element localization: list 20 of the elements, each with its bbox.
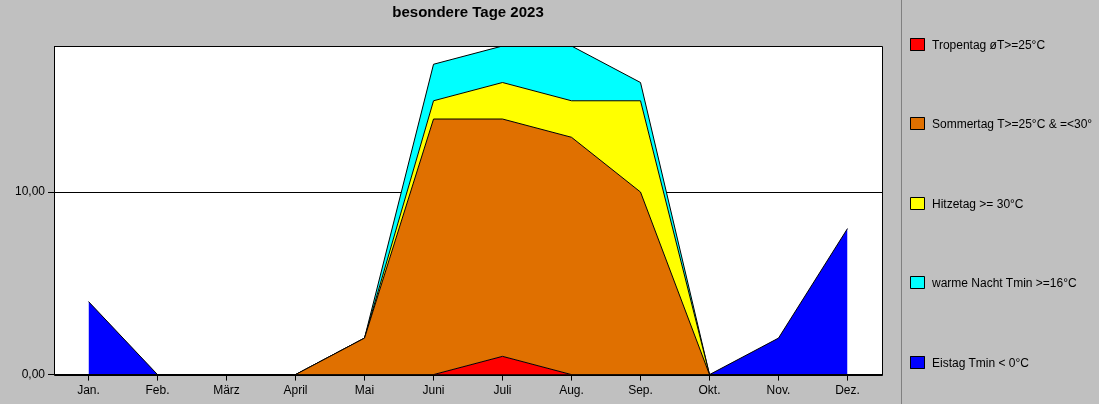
legend-label: Sommertag T>=25°C & =<30° [932,116,1093,131]
x-tick-label: Dez. [835,383,860,398]
legend-label: warme Nacht Tmin >=16°C [931,275,1077,290]
x-tick-label: Jan. [77,383,100,398]
legend-label: Eistag Tmin < 0°C [932,355,1030,370]
chart-title: besondere Tage 2023 [392,3,544,21]
y-tick-label: 10,00 [15,184,46,199]
x-tick-label: Juni [422,383,445,398]
x-tick-label: Sep. [628,383,653,398]
legend-label: Tropentag øT>=25°C [932,37,1046,52]
x-tick-label: Aug. [559,383,584,398]
x-tick-label: Mai [354,383,375,398]
x-tick-label: April [283,383,308,398]
x-tick-label: Feb. [145,383,170,398]
legend-label: Hitzetag >= 30°C [932,196,1024,211]
x-tick-label: Okt. [698,383,721,398]
y-tick-label: 0,00 [21,366,46,381]
x-tick-label: Nov. [766,383,791,398]
x-tick-label: Juli [493,383,512,398]
x-tick-label: März [213,383,240,398]
